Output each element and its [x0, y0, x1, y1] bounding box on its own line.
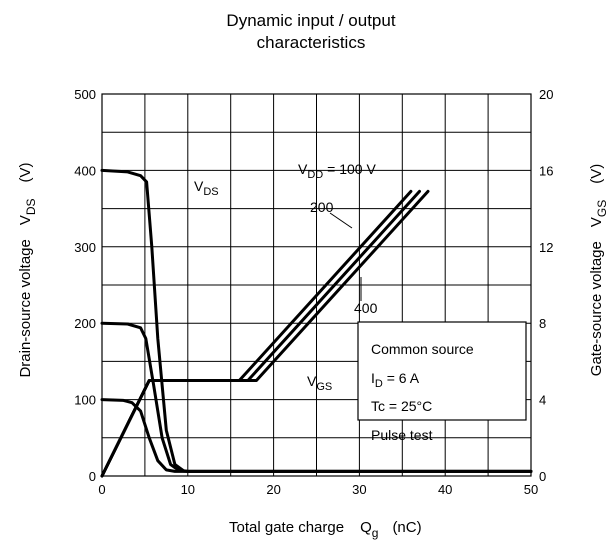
y-right-tick-label: 16 [539, 163, 553, 178]
chart-curves [100, 168, 533, 478]
y-left-axis-symbol: V [17, 215, 34, 225]
y-left-axis-label-text: Drain-source voltage [17, 239, 34, 377]
conditions-drain-current: ID = 6 A [371, 370, 420, 390]
y-left-tick-label: 400 [74, 163, 96, 178]
x-tick-label: 20 [266, 482, 280, 497]
annotation-vdd-value: = 100 V [323, 161, 376, 177]
x-axis-symbol: Q [360, 519, 372, 536]
annotation-vds-symbol: V [194, 178, 204, 194]
annotation-vdd-200-leader [329, 212, 353, 229]
conditions-id-symbol: I [371, 370, 375, 386]
x-axis-label-text: Total gate charge [229, 519, 344, 536]
x-tick-label: 40 [438, 482, 452, 497]
y-right-axis-label-text: Gate-source voltage [588, 241, 605, 376]
y-right-axis-symbol: V [588, 217, 605, 227]
y-right-tick-label: 4 [539, 393, 546, 408]
x-tick-label: 0 [98, 482, 105, 497]
y-right-axis-unit: (V) [588, 164, 605, 184]
y-left-tick-label: 100 [74, 393, 96, 408]
vds-curve-2 [100, 398, 533, 473]
plot-frame [101, 93, 532, 477]
y-right-tick-label: 8 [539, 316, 546, 331]
x-tick-label: 30 [352, 482, 366, 497]
annotation-vdd-200: 200 [310, 199, 334, 215]
annotation-vds: VDS [194, 178, 219, 198]
vgs-curve-5 [100, 189, 430, 478]
annotation-vdd-symbol: V [298, 161, 308, 177]
conditions-temperature: Tc = 25°C [371, 398, 432, 414]
conditions-box-frame [357, 321, 527, 421]
y-right-axis-symbol-subscript: GS [595, 200, 609, 217]
y-right-axis-label: Gate-source voltage VGS (V) [588, 164, 609, 376]
chart-title-line1: Dynamic input / output [226, 11, 395, 30]
y-right-tick-label: 20 [539, 87, 553, 102]
y-left-axis-symbol-subscript: DS [24, 198, 38, 215]
x-tick-label: 50 [524, 482, 538, 497]
y-left-axis-unit: (V) [17, 162, 34, 182]
annotation-vds-subscript: DS [203, 186, 218, 198]
annotation-vgs-subscript: GS [316, 381, 332, 393]
y-left-axis-label: Drain-source voltage VDS (V) [17, 162, 38, 377]
annotation-vdd-400: 400 [354, 300, 378, 316]
y-left-tick-label: 0 [89, 469, 96, 484]
x-tick-label: 10 [181, 482, 195, 497]
annotation-vdd-subscript: DD [307, 169, 323, 181]
conditions-box: Common source ID = 6 A Tc = 25°C Pulse t… [357, 321, 527, 443]
annotation-vgs: VGS [307, 373, 332, 393]
conditions-id-subscript: D [375, 378, 383, 390]
y-left-tick-label: 300 [74, 240, 96, 255]
annotation-vdd-100: VDD = 100 V [298, 161, 376, 181]
chart-title-line2: characteristics [257, 33, 366, 52]
y-right-tick-label: 0 [539, 469, 546, 484]
x-axis-unit: (nC) [392, 519, 421, 536]
annotation-vgs-symbol: V [307, 373, 317, 389]
x-axis-symbol-subscript: g [372, 526, 379, 540]
conditions-common-source: Common source [371, 341, 474, 357]
x-axis-label: Total gate charge Qg (nC) [229, 519, 422, 540]
conditions-id-value: = 6 A [383, 370, 420, 386]
y-right-tick-label: 12 [539, 240, 553, 255]
conditions-pulse-test: Pulse test [371, 427, 433, 443]
y-left-tick-label: 200 [74, 316, 96, 331]
y-left-tick-label: 500 [74, 87, 96, 102]
